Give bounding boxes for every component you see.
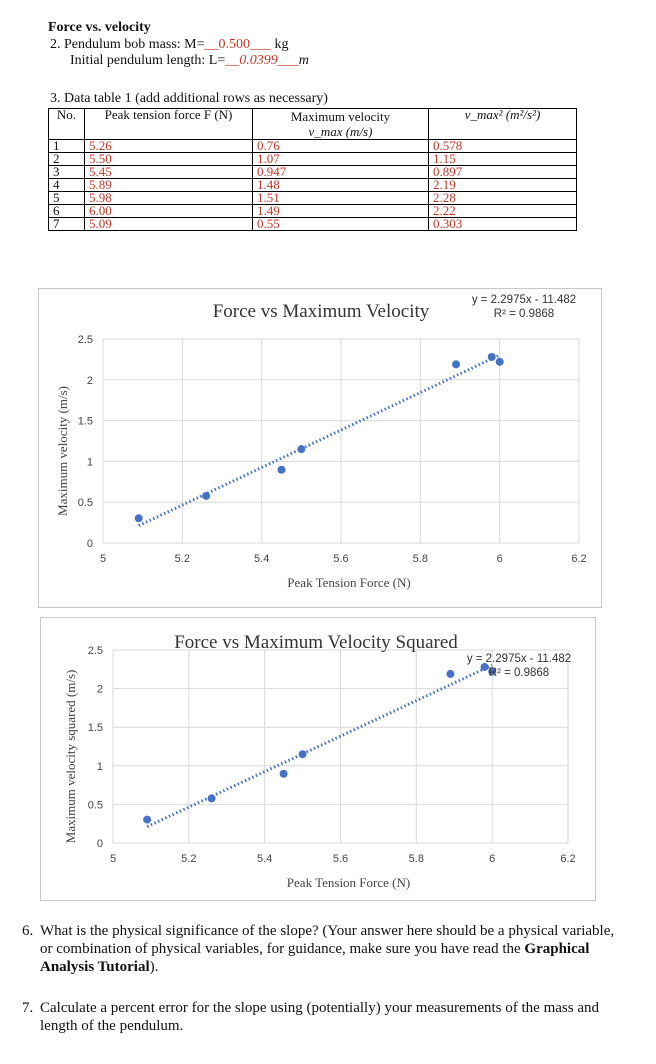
question-7-text: Calculate a percent error for the slope … bbox=[40, 1000, 599, 1034]
question-6-text-b: ). bbox=[149, 959, 159, 975]
trendline bbox=[138, 353, 501, 528]
mass-unit: kg bbox=[271, 37, 289, 52]
table-row: 2 5.50 1.07 1.15 bbox=[48, 152, 577, 166]
x-tick-label: 5.4 bbox=[257, 853, 272, 865]
y-tick-label: 0 bbox=[87, 538, 93, 550]
table-caption: 3. Data table 1 (add additional rows as … bbox=[50, 91, 328, 106]
chart-title: Force vs Maximum Velocity bbox=[213, 301, 430, 322]
row-no: 7 bbox=[48, 217, 85, 231]
x-tick-label: 6.2 bbox=[560, 853, 575, 865]
table-row: 4 5.89 1.48 2.19 bbox=[48, 178, 577, 192]
header-velocity: Maximum velocity v_max (m/s) bbox=[252, 108, 429, 140]
x-tick-label: 5 bbox=[100, 553, 106, 565]
section-heading: Force vs. velocity bbox=[48, 20, 151, 35]
trendline bbox=[146, 663, 493, 828]
question-6-bold: Graphical Analysis Tutorial bbox=[40, 941, 590, 975]
data-point bbox=[207, 794, 216, 803]
y-tick-label: 2.5 bbox=[78, 334, 93, 346]
y-axis-label: Maximum velocity squared (m/s) bbox=[63, 670, 78, 844]
row-force[interactable]: 5.09 bbox=[84, 217, 253, 231]
mass-value[interactable]: __0.500___ bbox=[204, 37, 272, 52]
trendline-equation: y = 2.2975x - 11.482 bbox=[467, 653, 571, 665]
data-point bbox=[279, 769, 288, 778]
y-tick-label: 1 bbox=[87, 456, 93, 468]
x-tick-label: 5.2 bbox=[181, 853, 196, 865]
data-point bbox=[277, 465, 286, 474]
mass-line: 2. Pendulum bob mass: M=__0.500___ kg bbox=[50, 37, 289, 53]
table-body: 1 5.26 0.76 0.578 2 5.50 1.07 1.15 3 5.45 0.947 0.8… bbox=[48, 139, 577, 231]
data-point bbox=[487, 352, 496, 361]
chart-velocity: 5 5.2 5.4 5.6 5.8 6 6.2 0 0.5 1 1.5 2 2.5 Force vs Ma… bbox=[38, 288, 602, 608]
y-tick-label: 1.5 bbox=[78, 416, 93, 428]
chart-title: Force vs Maximum Velocity Squared bbox=[174, 632, 458, 653]
data-point bbox=[488, 667, 497, 676]
y-tick-label: 2 bbox=[87, 375, 93, 387]
header-velocity-squared: v_max² (m²/s²) bbox=[428, 108, 577, 140]
data-point bbox=[495, 357, 504, 366]
x-tick-label: 5.8 bbox=[413, 553, 428, 565]
trendline-r2: R² = 0.9868 bbox=[489, 667, 549, 679]
data-point bbox=[143, 815, 152, 824]
question-7: 7. Calculate a percent error for the slo… bbox=[22, 999, 622, 1035]
y-tick-label: 1 bbox=[97, 761, 103, 773]
y-tick-label: 2 bbox=[97, 684, 103, 696]
data-table: No. Peak tension force F (N) Maximum vel… bbox=[48, 108, 577, 231]
x-tick-label: 6.2 bbox=[571, 553, 586, 565]
length-value[interactable]: __0.0399___ bbox=[225, 53, 299, 68]
data-point bbox=[202, 491, 211, 500]
table-row: 5 5.98 1.51 2.28 bbox=[48, 191, 577, 205]
question-6-text-a: What is the physical significance of the… bbox=[40, 923, 615, 957]
x-tick-label: 5.8 bbox=[409, 853, 424, 865]
x-tick-label: 6 bbox=[489, 853, 495, 865]
header-velocity-line1: Maximum velocity bbox=[290, 109, 391, 124]
y-tick-label: 2.5 bbox=[88, 645, 103, 657]
header-force: Peak tension force F (N) bbox=[84, 108, 253, 140]
row-velocity[interactable]: 0.55 bbox=[252, 217, 429, 231]
table-row: 1 5.26 0.76 0.578 bbox=[48, 139, 577, 153]
data-point bbox=[298, 750, 307, 759]
table-row: 6 6.00 1.49 2.22 bbox=[48, 204, 577, 218]
x-tick-label: 5.6 bbox=[333, 553, 348, 565]
header-no: No. bbox=[48, 108, 85, 140]
question-6: 6. What is the physical significance of … bbox=[22, 922, 622, 976]
length-label: Initial pendulum length: L= bbox=[70, 53, 226, 68]
data-point bbox=[480, 662, 489, 671]
length-line: Initial pendulum length: L=__0.0399___m bbox=[70, 53, 309, 69]
chart-velocity-svg: 5 5.2 5.4 5.6 5.8 6 6.2 0 0.5 1 1.5 2 2.5 Force vs Ma… bbox=[55, 294, 587, 590]
chart-velocity-squared: 5 5.2 5.4 5.6 5.8 6 6.2 0 0.5 1 1.5 2 2.5 Force vs Ma… bbox=[40, 617, 596, 901]
row-velocity-squared[interactable]: 0.303 bbox=[428, 217, 577, 231]
x-axis-label: Peak Tension Force (N) bbox=[287, 875, 410, 890]
table-row: 7 5.09 0.55 0.303 bbox=[48, 217, 577, 231]
y-tick-label: 0 bbox=[97, 838, 103, 850]
x-tick-label: 5.2 bbox=[175, 553, 190, 565]
y-tick-label: 1.5 bbox=[88, 722, 103, 734]
y-tick-label: 0.5 bbox=[78, 497, 93, 509]
y-axis-label: Maximum velocity (m/s) bbox=[55, 386, 70, 516]
question-7-number: 7. bbox=[22, 1000, 34, 1016]
x-tick-label: 5.6 bbox=[333, 853, 348, 865]
header-velocity-line2: v_max (m/s) bbox=[308, 124, 373, 139]
length-unit: m bbox=[298, 53, 309, 68]
question-6-number: 6. bbox=[22, 923, 34, 939]
question-6-text: What is the physical significance of the… bbox=[40, 922, 622, 976]
data-point bbox=[452, 360, 461, 369]
y-tick-label: 0.5 bbox=[88, 799, 103, 811]
data-point bbox=[446, 669, 455, 678]
trendline-r2: R² = 0.9868 bbox=[494, 308, 554, 320]
data-point bbox=[134, 514, 143, 523]
trendline-equation: y = 2.2975x - 11.482 bbox=[472, 294, 576, 306]
x-tick-label: 5 bbox=[110, 853, 116, 865]
table-row: 3 5.45 0.947 0.897 bbox=[48, 165, 577, 179]
x-tick-label: 6 bbox=[497, 553, 503, 565]
x-axis-label: Peak Tension Force (N) bbox=[287, 575, 410, 590]
chart-velocity-squared-svg: 5 5.2 5.4 5.6 5.8 6 6.2 0 0.5 1 1.5 2 2.5 Force vs Ma… bbox=[63, 632, 576, 890]
mass-label: 2. Pendulum bob mass: M= bbox=[50, 37, 205, 52]
data-point bbox=[297, 445, 306, 454]
x-tick-label: 5.4 bbox=[254, 553, 269, 565]
